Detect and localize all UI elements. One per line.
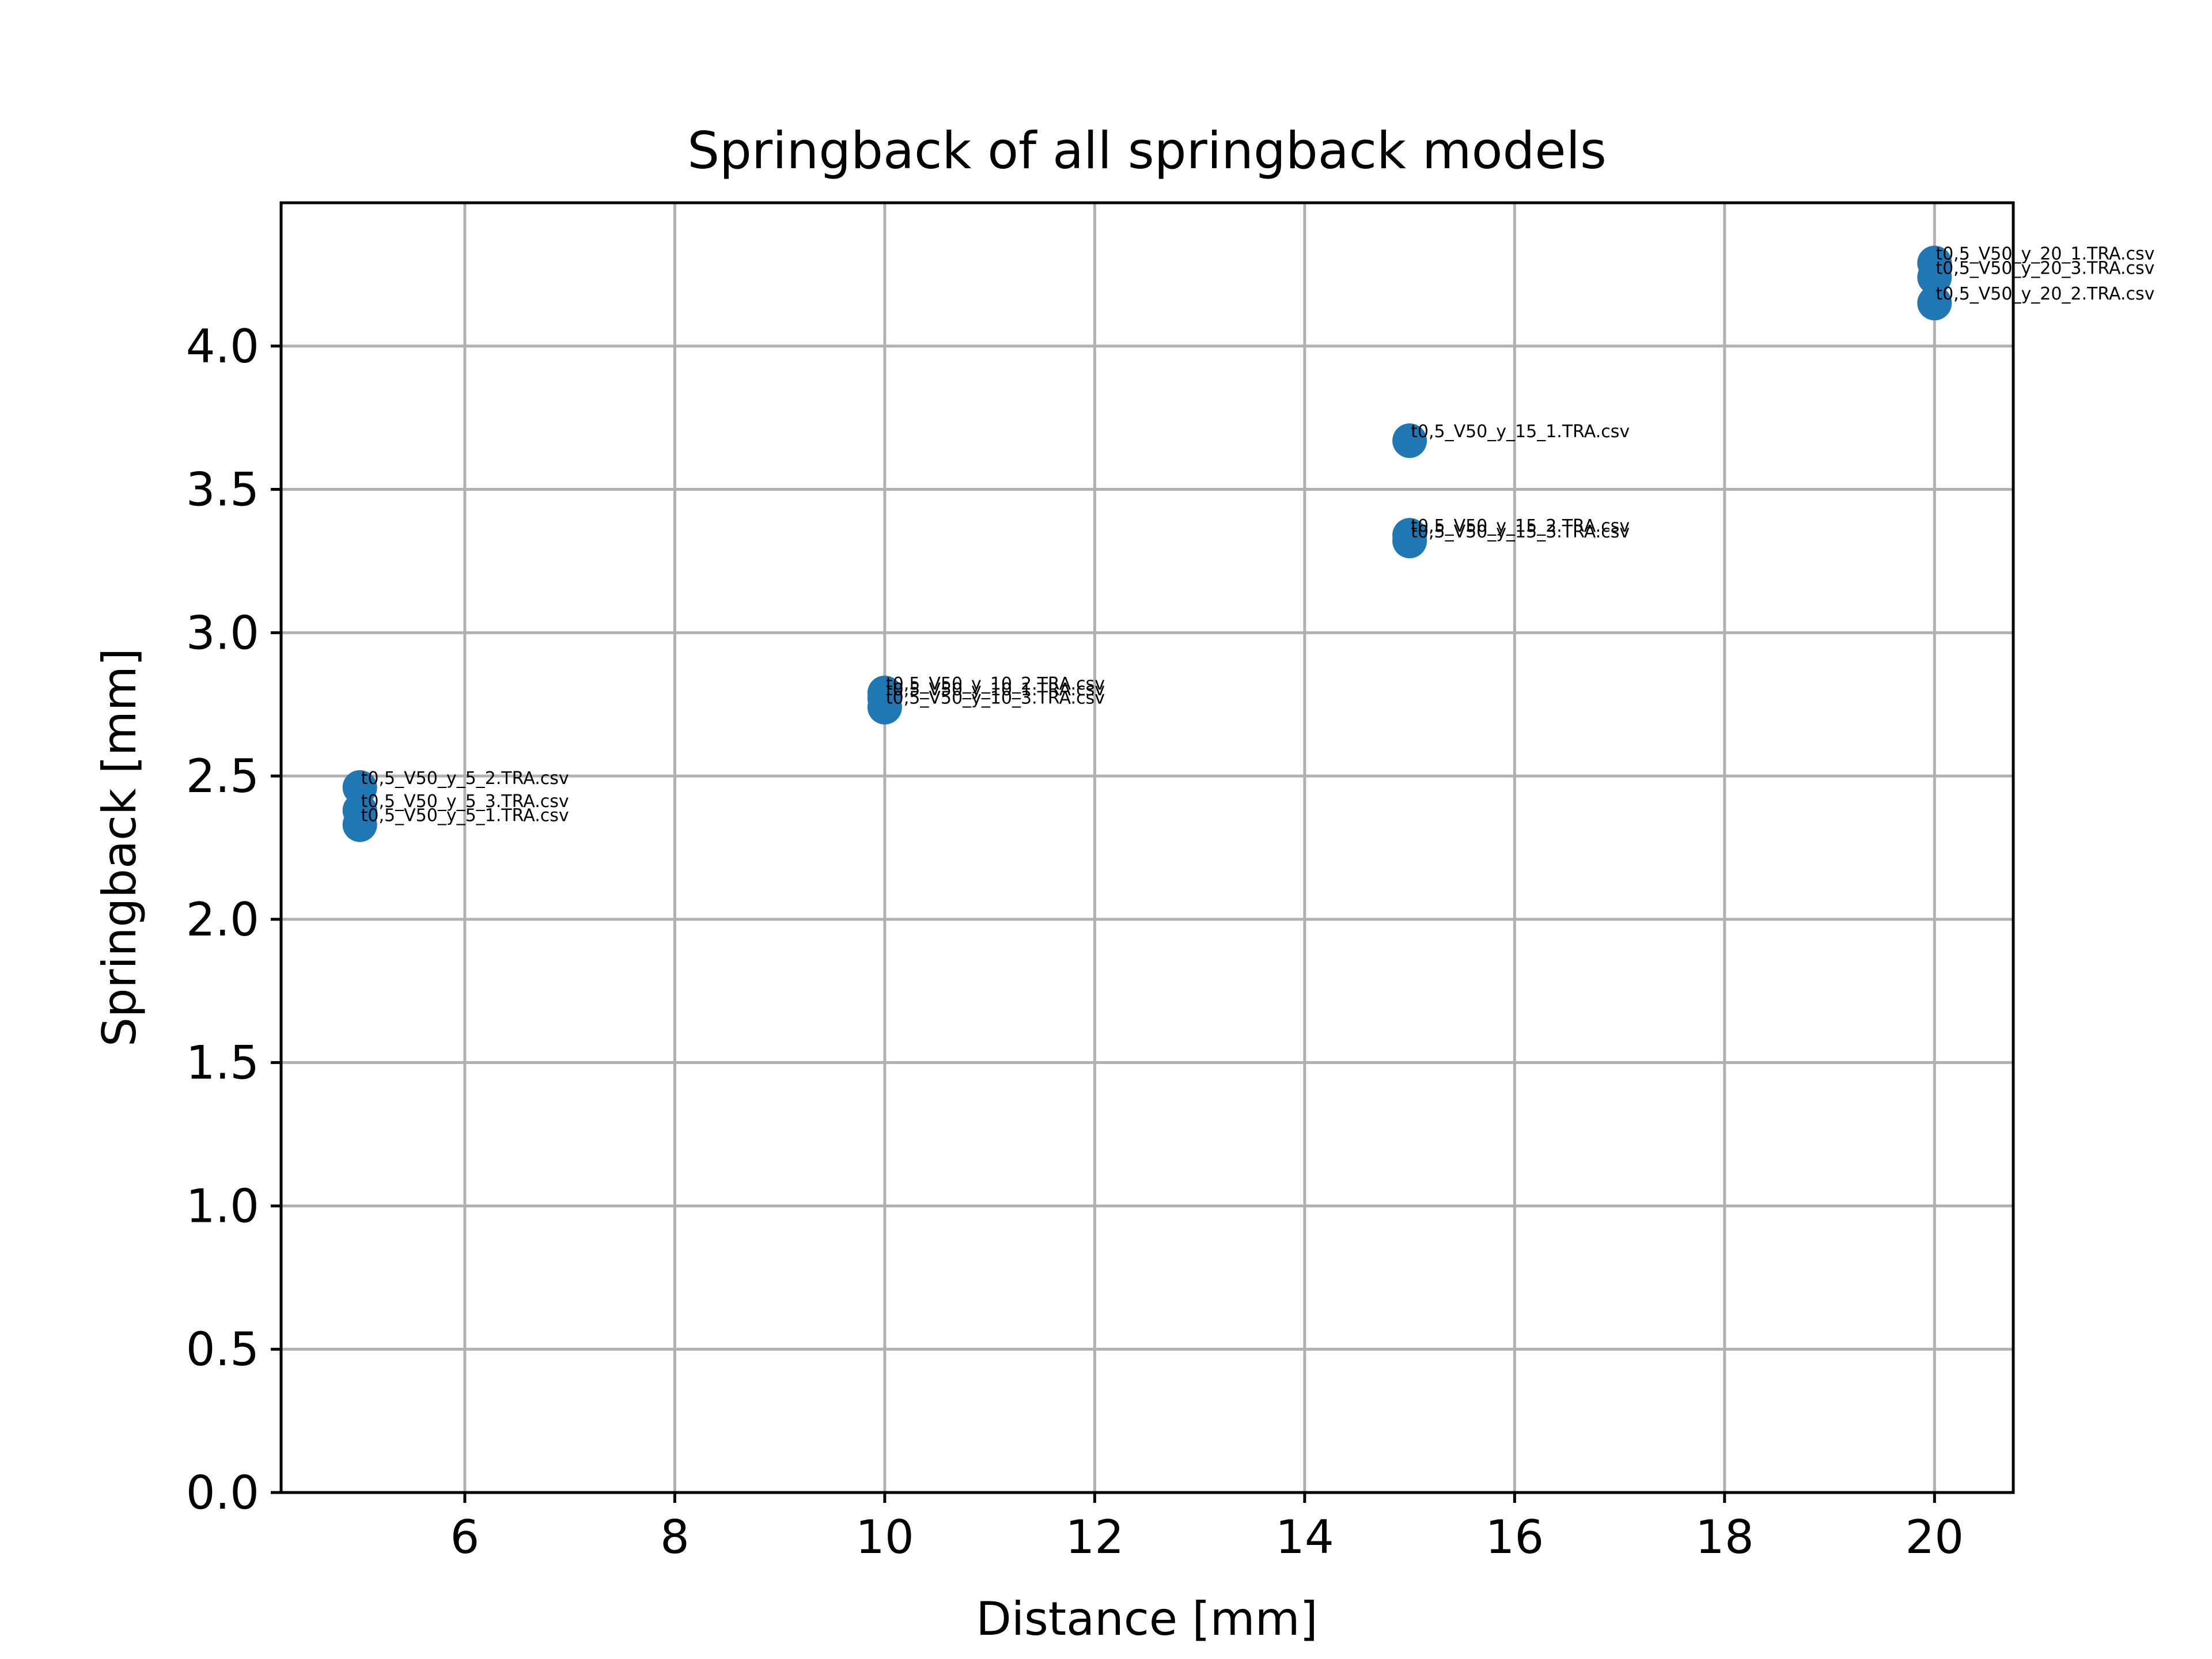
x-tick-label: 12	[1065, 1510, 1124, 1564]
y-tick-label: 1.5	[186, 1036, 259, 1090]
x-tick-label: 16	[1485, 1510, 1544, 1564]
x-tick-label: 8	[660, 1510, 690, 1564]
point-label: t0,5_V50_y_10_3.TRA.csv	[886, 688, 1105, 709]
point-label: t0,5_V50_y_5_3.TRA.csv	[361, 791, 569, 812]
point-layer	[342, 245, 1952, 842]
scatter-point	[1392, 423, 1427, 458]
point-label: t0,5_V50_y_5_2.TRA.csv	[361, 768, 569, 789]
y-tick-label: 2.5	[186, 749, 259, 803]
plot-frame	[279, 201, 2015, 1494]
x-tick-label: 6	[450, 1510, 479, 1564]
y-tick-label: 0.0	[186, 1466, 259, 1520]
y-tick-label: 3.0	[186, 606, 259, 660]
y-tick-label: 4.0	[186, 320, 259, 373]
y-axis-label: Springback [mm]	[93, 648, 146, 1047]
point-label: t0,5_V50_y_10_1.TRA.csv	[886, 680, 1105, 700]
point-label-layer: t0,5_V50_y_5_2.TRA.csvt0,5_V50_y_5_3.TRA…	[361, 244, 2155, 825]
x-tick-label: 10	[855, 1510, 914, 1564]
y-tick-label: 2.0	[186, 893, 259, 946]
point-label: t0,5_V50_y_20_3.TRA.csv	[1936, 258, 2154, 278]
chart-title: Springback of all springback models	[687, 121, 1607, 180]
point-label: t0,5_V50_y_20_2.TRA.csv	[1936, 284, 2154, 304]
point-label: t0,5_V50_y_15_2.TRA.csv	[1411, 516, 1630, 536]
grid-layer	[281, 203, 2013, 1494]
scatter-point	[1917, 260, 1952, 295]
scatter-point	[1392, 524, 1427, 559]
point-label: t0,5_V50_y_5_1.TRA.csv	[361, 806, 569, 826]
x-tick-label: 18	[1695, 1510, 1754, 1564]
tick-layer: 6 8 10 12 14 16 18 20 0.0 0.5 1.0 1.5 2.0 2.5 3.0 3.5 4.…	[186, 320, 1964, 1564]
x-axis-label: Distance [mm]	[976, 1592, 1318, 1646]
point-label: t0,5_V50_y_20_1.TRA.csv	[1936, 244, 2154, 264]
point-label: t0,5_V50_y_10_2.TRA.csv	[886, 674, 1105, 694]
y-tick-label: 0.5	[186, 1323, 259, 1376]
x-tick-label: 20	[1905, 1510, 1964, 1564]
point-label: t0,5_V50_y_15_3.TRA.csv	[1411, 522, 1630, 542]
y-tick-label: 3.5	[186, 463, 259, 517]
y-tick-label: 1.0	[186, 1179, 259, 1233]
scatter-point	[342, 807, 377, 842]
point-label: t0,5_V50_y_15_1.TRA.csv	[1411, 422, 1630, 442]
x-tick-label: 14	[1275, 1510, 1334, 1564]
scatter-point	[867, 690, 902, 725]
scatter-point	[1917, 286, 1952, 321]
